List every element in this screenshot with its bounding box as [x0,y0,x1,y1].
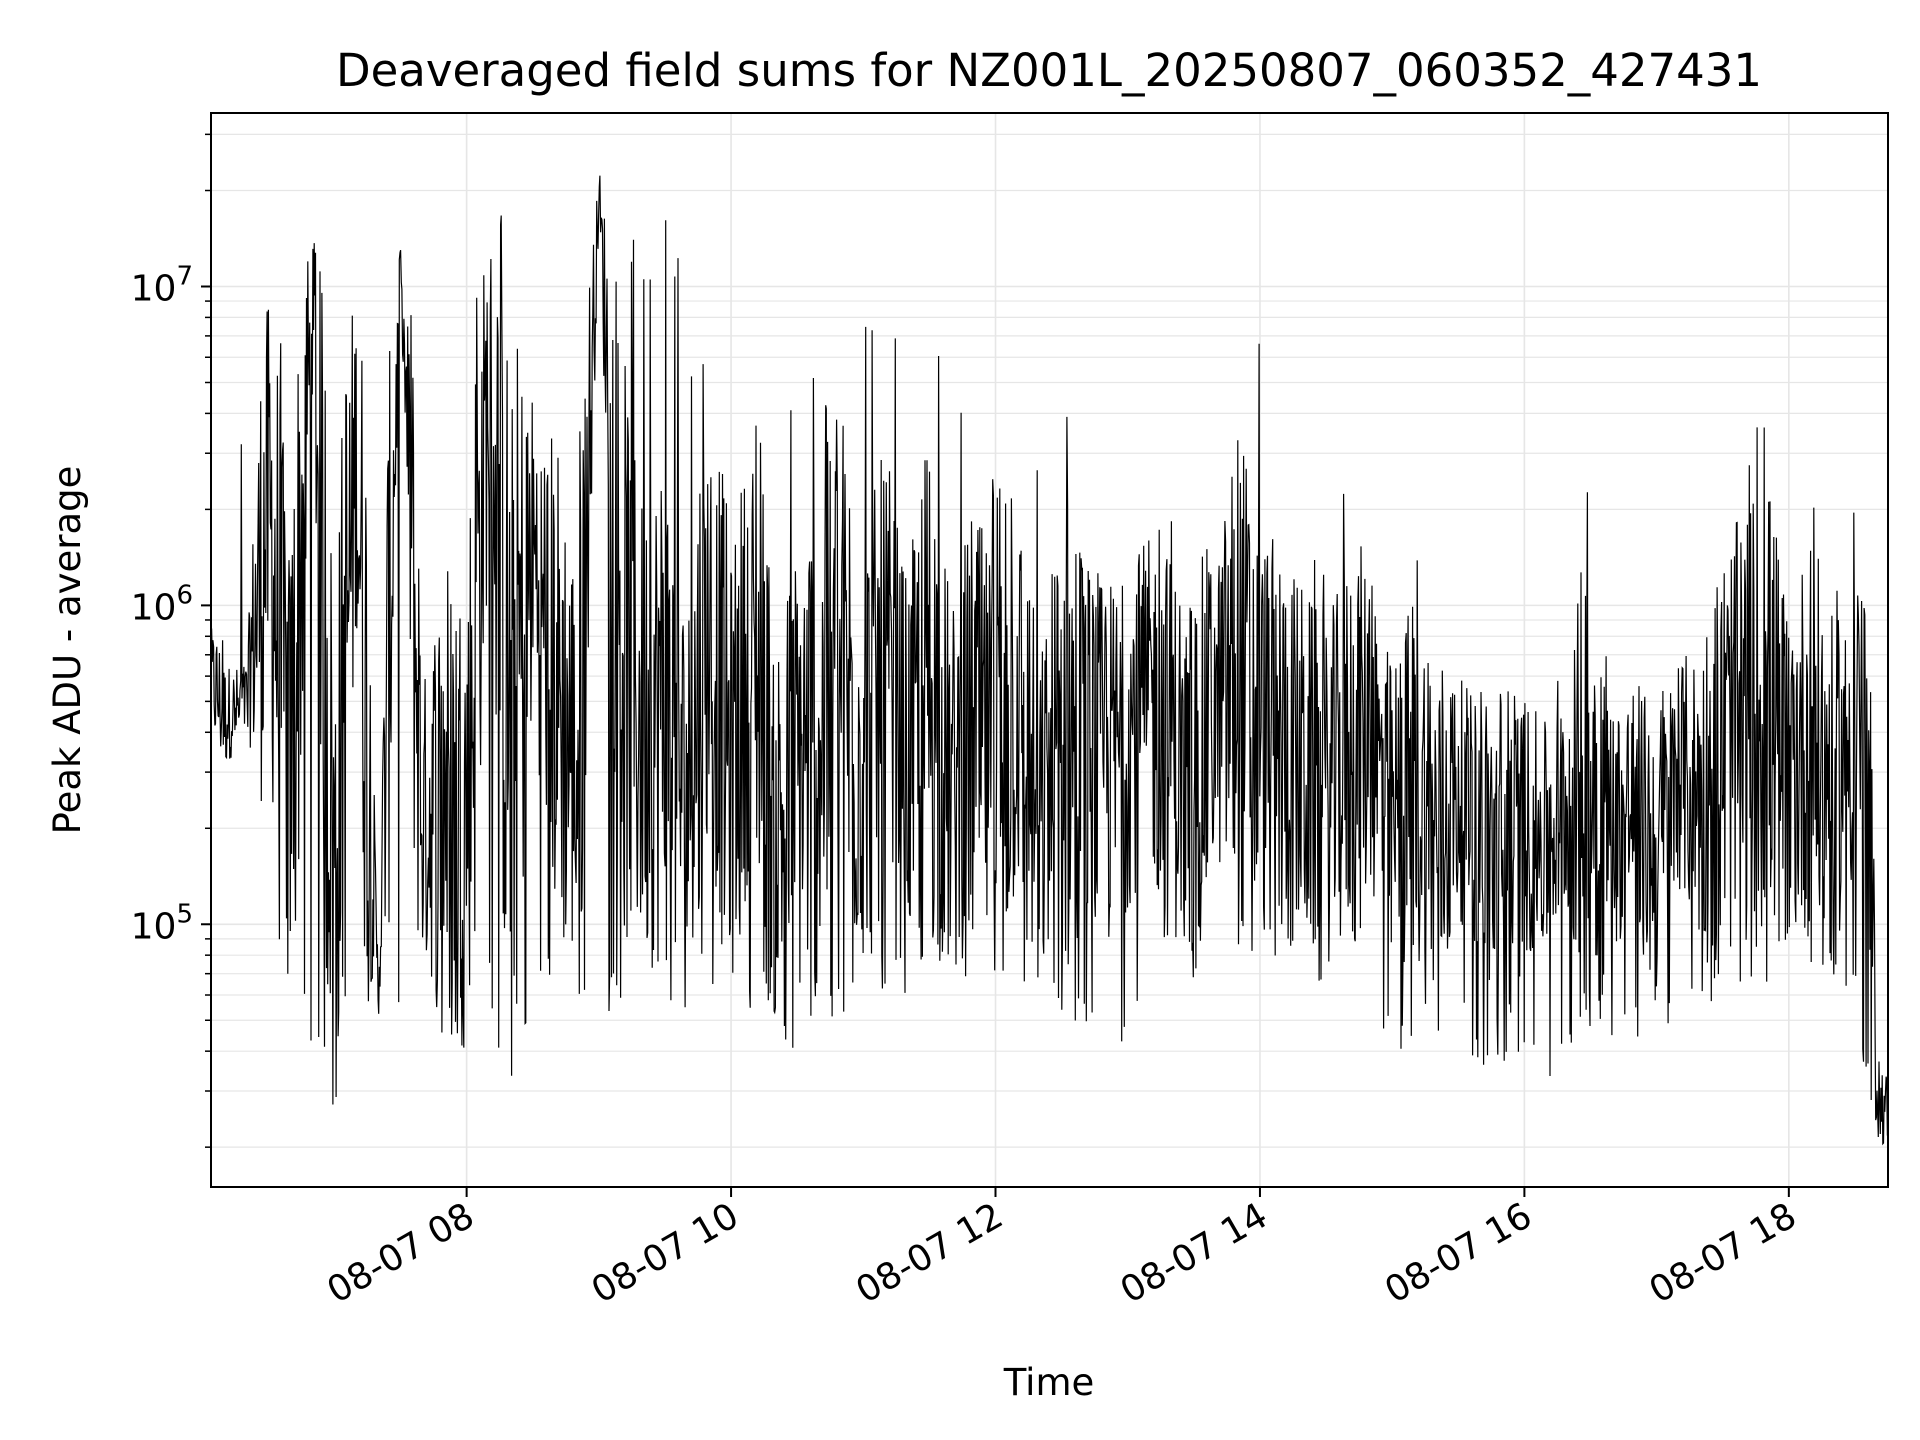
plot-frame [210,112,1889,1188]
series-path [210,175,1889,1146]
chart-title: Deaveraged field sums for NZ001L_2025080… [336,44,1762,97]
y-tick-label: 107 [131,261,193,309]
y-tick-label: 105 [131,899,193,947]
y-axis-label: Peak ADU - average [46,466,89,835]
y-tick-label: 106 [131,580,193,628]
series-line [210,175,1889,1146]
y-axis-ticks: 105 106 107 [131,133,211,1148]
x-axis-label: Time [1003,1361,1095,1404]
